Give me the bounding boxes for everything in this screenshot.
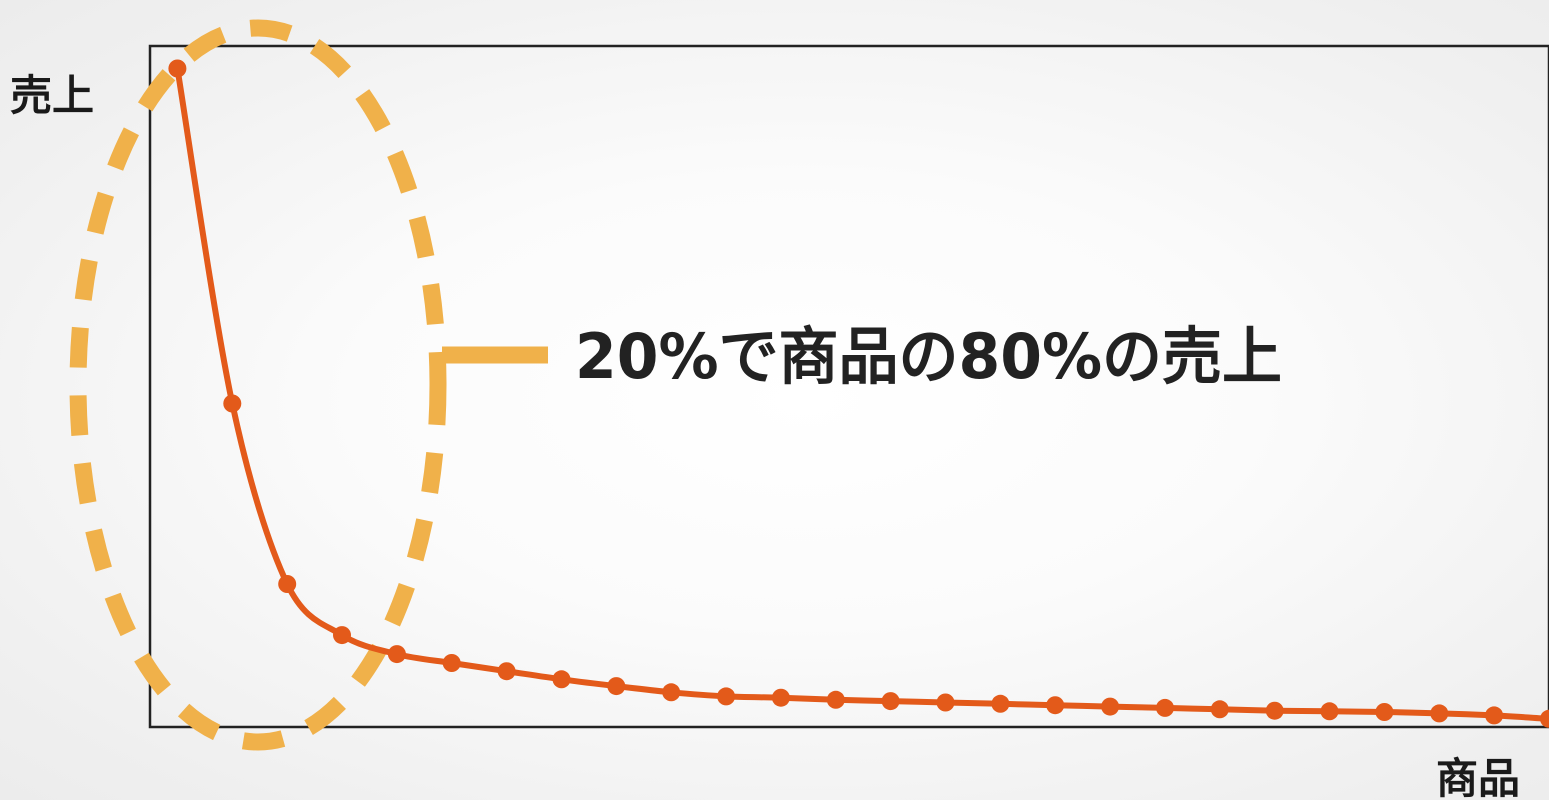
- data-point: [826, 690, 845, 709]
- series-line: [174, 65, 1549, 722]
- sales-series: [168, 59, 1549, 728]
- data-point: [1210, 700, 1229, 719]
- data-point: [991, 694, 1010, 713]
- x-axis-label: 商品: [1436, 754, 1520, 800]
- highlight-ellipse: [69, 19, 447, 751]
- plot-frame: [148, 44, 1549, 729]
- data-point: [1101, 697, 1120, 716]
- data-point: [552, 670, 571, 689]
- data-point: [662, 683, 681, 702]
- data-point: [1540, 709, 1549, 728]
- data-point: [223, 394, 242, 413]
- data-point: [278, 575, 297, 593]
- data-point: [1265, 701, 1284, 720]
- y-axis-label: 売上: [10, 71, 94, 120]
- annotation-text: 20%で商品の80%の売上: [575, 320, 1282, 393]
- data-point: [771, 688, 790, 707]
- data-point: [1485, 706, 1504, 725]
- data-point: [717, 687, 736, 706]
- highlight-group: [69, 19, 548, 751]
- data-point: [497, 662, 516, 681]
- data-point: [1375, 703, 1394, 721]
- data-point: [168, 59, 187, 78]
- data-point: [387, 645, 406, 664]
- data-point: [1430, 704, 1449, 723]
- data-point: [442, 654, 461, 672]
- data-point: [1156, 698, 1174, 717]
- data-point: [1046, 696, 1065, 715]
- data-point: [333, 626, 351, 645]
- data-point: [1320, 702, 1339, 721]
- data-point: [936, 693, 955, 712]
- data-point: [881, 692, 900, 711]
- data-point: [607, 677, 626, 696]
